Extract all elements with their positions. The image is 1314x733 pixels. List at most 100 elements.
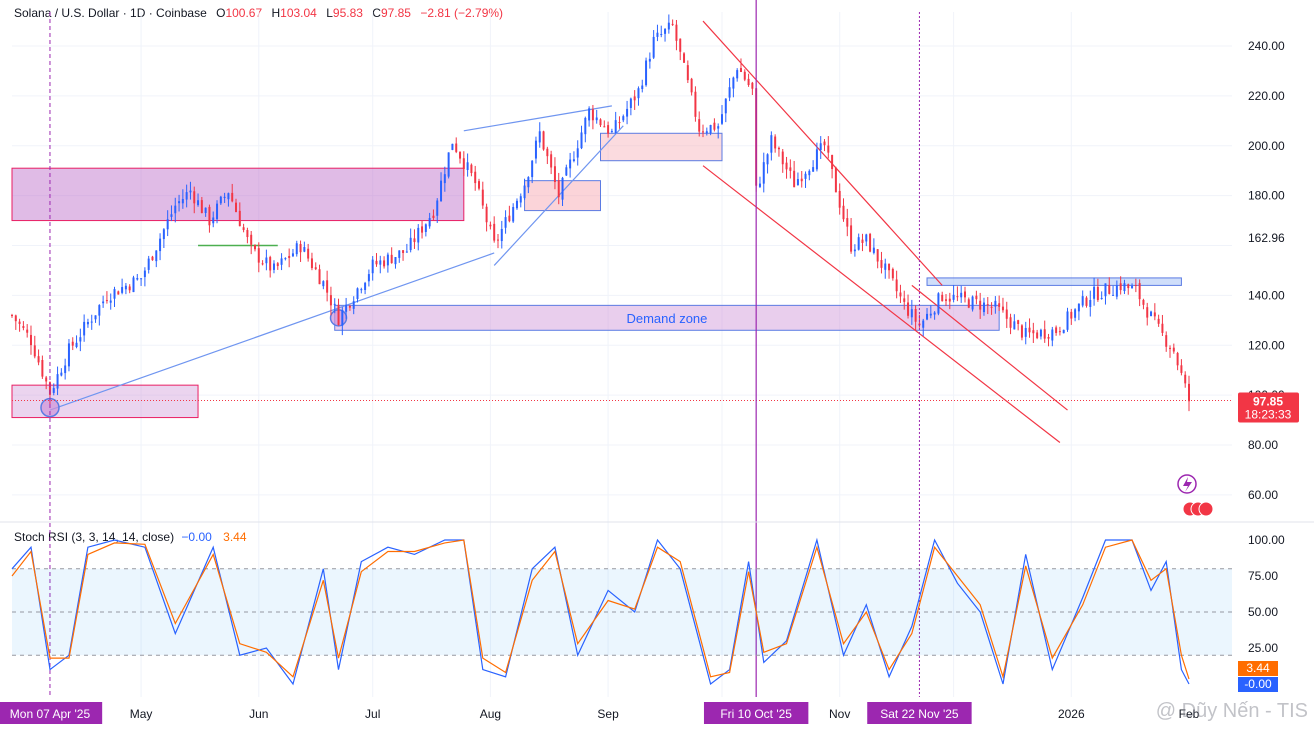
candle-body[interactable] xyxy=(322,281,325,287)
candle-body[interactable] xyxy=(512,206,515,222)
candle-body[interactable] xyxy=(899,292,902,297)
candle-body[interactable] xyxy=(208,206,211,226)
candle-body[interactable] xyxy=(86,321,89,325)
candle-body[interactable] xyxy=(197,200,200,206)
candle-body[interactable] xyxy=(1081,296,1084,306)
candle-body[interactable] xyxy=(508,215,511,222)
candle-body[interactable] xyxy=(466,162,469,170)
candle-body[interactable] xyxy=(527,177,530,188)
trendline[interactable] xyxy=(702,20,943,286)
candle-body[interactable] xyxy=(109,300,112,303)
candle-body[interactable] xyxy=(299,243,302,253)
candle-body[interactable] xyxy=(982,302,985,313)
candle-body[interactable] xyxy=(360,289,363,291)
candle-body[interactable] xyxy=(660,34,663,36)
candle-body[interactable] xyxy=(307,248,310,259)
candle-body[interactable] xyxy=(280,258,283,265)
candle-body[interactable] xyxy=(1165,335,1168,347)
candle-body[interactable] xyxy=(770,135,773,153)
candle-body[interactable] xyxy=(648,58,651,62)
candle-body[interactable] xyxy=(462,158,465,170)
candle-body[interactable] xyxy=(493,223,496,241)
candle-body[interactable] xyxy=(926,313,929,320)
candle-body[interactable] xyxy=(394,257,397,265)
candle-body[interactable] xyxy=(1074,309,1077,318)
candle-body[interactable] xyxy=(143,270,146,278)
candle-body[interactable] xyxy=(14,315,17,322)
candle-body[interactable] xyxy=(318,269,321,285)
candle-body[interactable] xyxy=(481,189,484,206)
candle-body[interactable] xyxy=(398,250,401,258)
candle-body[interactable] xyxy=(1005,309,1008,319)
candle-body[interactable] xyxy=(785,162,788,170)
candle-body[interactable] xyxy=(664,28,667,34)
candle-body[interactable] xyxy=(519,196,522,203)
candle-body[interactable] xyxy=(22,326,25,328)
candle-body[interactable] xyxy=(610,130,613,132)
candle-body[interactable] xyxy=(272,263,275,270)
candle-body[interactable] xyxy=(67,343,70,367)
candle-body[interactable] xyxy=(747,78,750,86)
candle-body[interactable] xyxy=(626,108,629,117)
zone-rect[interactable] xyxy=(11,167,465,222)
candle-body[interactable] xyxy=(417,227,420,243)
candle-body[interactable] xyxy=(1142,299,1145,305)
candle-body[interactable] xyxy=(121,287,124,293)
candle-body[interactable] xyxy=(534,140,537,159)
candle-body[interactable] xyxy=(645,60,648,86)
candle-body[interactable] xyxy=(432,215,435,219)
candle-body[interactable] xyxy=(762,162,765,184)
lightning-icon[interactable] xyxy=(1177,474,1197,494)
candle-body[interactable] xyxy=(736,70,739,79)
candle-body[interactable] xyxy=(1123,283,1126,292)
candle-body[interactable] xyxy=(364,282,367,291)
candle-body[interactable] xyxy=(1085,297,1088,306)
candle-body[interactable] xyxy=(694,91,697,117)
candle-body[interactable] xyxy=(956,296,959,298)
candle-body[interactable] xyxy=(489,224,492,227)
candle-body[interactable] xyxy=(48,382,51,395)
candle-body[interactable] xyxy=(443,174,446,184)
candle-body[interactable] xyxy=(846,218,849,227)
candle-body[interactable] xyxy=(531,160,534,178)
candle-body[interactable] xyxy=(713,122,716,130)
stoch-d-line[interactable] xyxy=(11,539,1190,680)
candle-body[interactable] xyxy=(79,337,82,342)
flag-icon[interactable] xyxy=(1198,501,1214,517)
trendline[interactable] xyxy=(49,252,495,411)
candle-body[interactable] xyxy=(455,143,458,152)
candle-body[interactable] xyxy=(1070,311,1073,319)
candle-body[interactable] xyxy=(561,177,564,200)
candle-body[interactable] xyxy=(276,263,279,267)
candle-body[interactable] xyxy=(37,356,40,363)
candle-body[interactable] xyxy=(872,247,875,253)
candle-body[interactable] xyxy=(572,159,575,161)
candle-body[interactable] xyxy=(386,254,389,266)
candle-body[interactable] xyxy=(246,230,249,238)
candle-body[interactable] xyxy=(1039,329,1042,337)
candle-body[interactable] xyxy=(1043,329,1046,339)
candle-body[interactable] xyxy=(865,234,868,242)
candle-body[interactable] xyxy=(329,295,332,306)
candle-body[interactable] xyxy=(98,305,101,316)
candle-body[interactable] xyxy=(459,152,462,159)
candle-body[interactable] xyxy=(447,152,450,177)
candle-body[interactable] xyxy=(591,109,594,121)
candle-body[interactable] xyxy=(189,190,192,193)
candle-body[interactable] xyxy=(56,374,59,389)
candle-body[interactable] xyxy=(941,294,944,302)
candle-body[interactable] xyxy=(853,249,856,252)
candle-body[interactable] xyxy=(1093,286,1096,299)
candle-body[interactable] xyxy=(371,259,374,274)
candle-body[interactable] xyxy=(333,303,336,305)
candle-body[interactable] xyxy=(132,277,135,293)
candle-body[interactable] xyxy=(963,291,966,298)
candle-body[interactable] xyxy=(383,260,386,267)
candle-body[interactable] xyxy=(193,191,196,204)
candle-body[interactable] xyxy=(204,207,207,214)
candle-body[interactable] xyxy=(250,234,253,245)
candle-body[interactable] xyxy=(1020,325,1023,338)
candle-body[interactable] xyxy=(553,166,556,183)
candle-body[interactable] xyxy=(1100,298,1103,300)
candle-body[interactable] xyxy=(546,148,549,157)
